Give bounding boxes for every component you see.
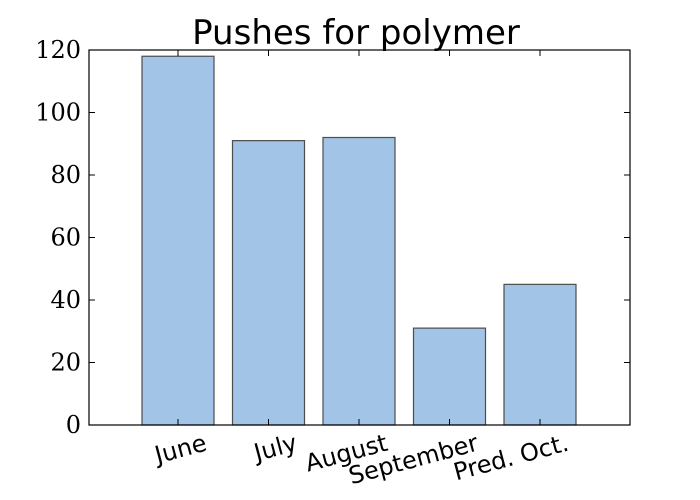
y-tick-label: 120 bbox=[35, 36, 81, 64]
y-tick-label: 60 bbox=[50, 224, 81, 252]
bars-layer bbox=[141, 55, 577, 426]
y-tick-label: 20 bbox=[50, 349, 81, 377]
x-tick-label: June bbox=[150, 429, 210, 470]
y-tick-label: 0 bbox=[66, 411, 81, 439]
plot-frame bbox=[88, 49, 631, 426]
bar-august bbox=[322, 136, 396, 426]
chart-title: Pushes for polymer bbox=[192, 13, 520, 53]
bar-july bbox=[231, 140, 306, 426]
bar-september bbox=[412, 327, 487, 426]
y-tick-label: 80 bbox=[50, 161, 81, 189]
bar-june bbox=[141, 55, 215, 426]
y-tick-label: 40 bbox=[50, 286, 81, 314]
bar-pred-oct bbox=[503, 283, 577, 426]
y-tick-label: 100 bbox=[35, 99, 81, 127]
x-tick-label: July bbox=[249, 429, 300, 468]
